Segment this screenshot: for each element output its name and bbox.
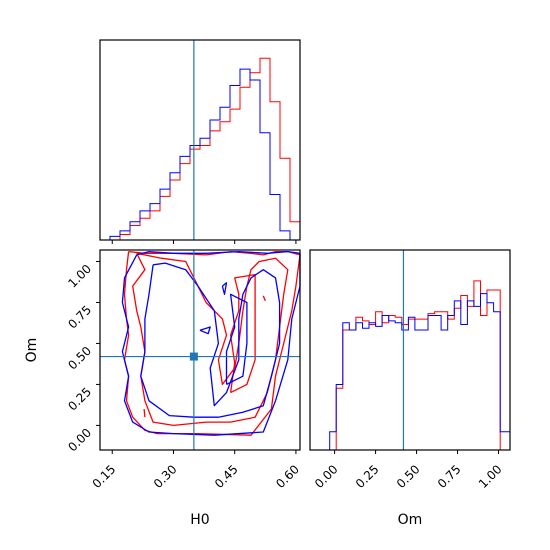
h0-histogram-frame [99,39,301,241]
om-x-ticks: 0.00 0.25 0.50 0.75 1.00 [312,450,505,491]
contour-frame [99,249,301,451]
om-x-tick-label-0: 0.00 [312,462,341,491]
om-histogram-marks [310,250,510,451]
contour-series_b-2 [225,293,248,385]
contour-series_a-2 [229,273,256,394]
om-y-ticks: 0.00 0.25 0.50 0.75 1.00 [65,260,100,455]
h0-axis-label: H0 [190,512,209,528]
contour-marks [100,250,301,450]
om-y-tick-label-0: 0.00 [65,426,94,455]
h0-tick-label-3: 0.60 [273,462,302,491]
h0-histogram-series-b [100,68,300,241]
truth-marker [189,352,198,361]
om-x-tick-label-4: 1.00 [476,462,505,491]
om-y-tick-label-3: 0.75 [65,303,94,332]
om-histogram-series-b [310,293,510,451]
h0-tick-label-2: 0.45 [212,462,241,491]
h0-tick-label-0: 0.15 [90,462,119,491]
om-y-tick-label-2: 0.50 [65,344,94,373]
om-histogram-panel: 0.00 0.25 0.50 0.75 1.00 [309,249,511,491]
contour-series_b-4 [199,326,211,335]
h0-histogram-panel [99,39,301,244]
om-y-tick-label-1: 0.25 [65,385,94,414]
om-x-tick-label-1: 0.25 [353,462,382,491]
contour-series_b-1 [140,262,281,418]
om-x-tick-label-2: 0.50 [394,462,423,491]
contour-series_a-4 [262,295,266,302]
om-y-axis-label: Om [24,338,40,363]
contour-series_b-0 [121,250,301,436]
om-x-tick-label-3: 0.75 [435,462,464,491]
om-histogram-frame [309,249,511,451]
h0-om-contour-panel: 0.15 0.30 0.45 0.60 0.00 0.25 0.50 0.75 1.00 [65,249,302,491]
h0-x-ticks: 0.15 0.30 0.45 0.60 [90,450,302,491]
h0-tick-label-1: 0.30 [151,462,180,491]
contour-series_b-3 [221,282,228,295]
h0-histogram-marks [100,40,300,244]
om-x-axis-label: Om [398,512,423,528]
contour-series_a-0 [123,250,301,436]
om-y-tick-label-4: 1.00 [65,262,94,291]
contour-series_a-3 [143,408,146,418]
